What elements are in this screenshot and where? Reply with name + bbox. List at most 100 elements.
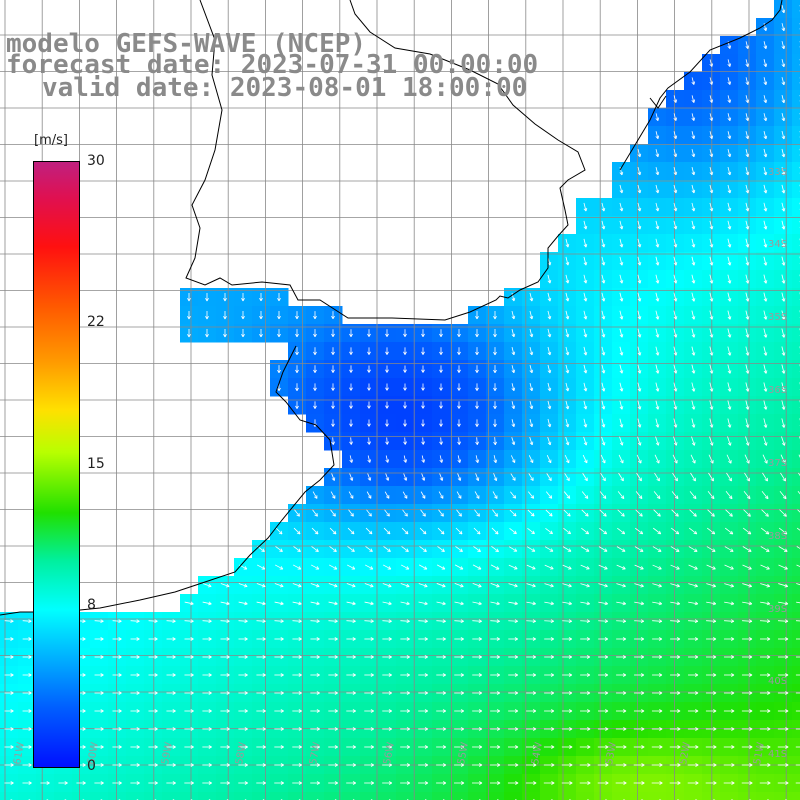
wind-arrow xyxy=(544,709,555,713)
wind-arrow xyxy=(598,691,609,695)
wind-arrow xyxy=(274,745,284,749)
wind-arrow xyxy=(544,673,555,677)
wind-arrow xyxy=(745,131,750,140)
wind-arrow xyxy=(580,637,591,641)
wind-arrow xyxy=(706,527,716,535)
wind-arrow xyxy=(454,601,464,606)
wind-arrow xyxy=(655,113,660,121)
wind-arrow xyxy=(745,400,750,410)
wind-arrow xyxy=(292,691,302,695)
wind-arrow xyxy=(688,673,699,677)
wind-arrow xyxy=(544,655,555,659)
wind-arrow xyxy=(777,709,789,713)
wind-arrow xyxy=(781,166,786,176)
wind-arrow xyxy=(349,437,353,445)
wind-arrow xyxy=(511,310,516,320)
field-cell xyxy=(792,144,800,163)
wind-arrow xyxy=(760,564,770,570)
colorbar-tick-label: 30 xyxy=(87,153,105,169)
wind-arrow xyxy=(474,509,480,517)
wind-arrow xyxy=(763,346,768,356)
colorbar-unit: [m/s] xyxy=(34,133,68,148)
wind-arrow xyxy=(292,601,302,606)
wind-arrow xyxy=(727,59,732,67)
wind-arrow xyxy=(400,691,410,695)
wind-arrow xyxy=(184,637,194,641)
wind-arrow xyxy=(112,673,122,677)
wind-arrow xyxy=(238,619,248,624)
wind-arrow xyxy=(669,691,681,695)
wind-arrow xyxy=(655,328,660,338)
wind-arrow xyxy=(472,564,482,570)
wind-arrow xyxy=(364,691,374,695)
wind-arrow xyxy=(418,583,428,588)
field-cell xyxy=(792,288,800,307)
field-cell xyxy=(144,792,163,800)
wind-arrow xyxy=(202,673,212,677)
wind-arrow xyxy=(403,419,407,427)
wind-arrow xyxy=(580,691,591,695)
wind-arrow xyxy=(277,365,281,374)
wind-arrow xyxy=(529,419,534,428)
wind-arrow xyxy=(709,274,714,284)
wind-arrow xyxy=(691,400,696,410)
wind-arrow xyxy=(331,329,335,337)
wind-arrow xyxy=(655,149,660,158)
field-cell xyxy=(792,504,800,523)
wind-arrow xyxy=(292,727,302,731)
wind-arrow xyxy=(601,418,606,428)
wind-arrow xyxy=(547,328,552,338)
wind-arrow xyxy=(673,292,678,302)
wind-arrow xyxy=(742,601,753,606)
wind-arrow xyxy=(565,400,570,410)
wind-arrow xyxy=(616,583,626,588)
wind-arrow xyxy=(688,619,699,624)
wind-arrow xyxy=(781,238,786,248)
wind-arrow xyxy=(619,184,624,194)
wind-arrow xyxy=(795,620,800,622)
wind-arrow xyxy=(762,472,768,482)
wind-arrow xyxy=(166,619,176,624)
wind-arrow xyxy=(274,564,284,570)
wind-arrow xyxy=(421,401,425,409)
wind-arrow xyxy=(691,202,696,212)
colorbar xyxy=(33,161,80,768)
wind-arrow xyxy=(637,382,642,392)
wind-arrow xyxy=(742,527,752,535)
wind-arrow xyxy=(781,59,786,68)
wind-arrow xyxy=(781,5,786,14)
wind-arrow xyxy=(760,527,770,535)
wind-arrow xyxy=(331,473,336,481)
wind-arrow xyxy=(4,655,14,659)
wind-arrow xyxy=(420,491,426,499)
wind-arrow xyxy=(475,383,479,391)
wind-arrow xyxy=(241,329,245,338)
wind-arrow xyxy=(672,454,678,464)
wind-arrow xyxy=(348,509,354,517)
wind-arrow xyxy=(382,637,392,641)
wind-arrow xyxy=(688,583,698,588)
field-cell xyxy=(792,612,800,631)
wind-arrow xyxy=(220,601,230,606)
wind-arrow xyxy=(616,546,626,552)
wind-arrow xyxy=(652,655,663,659)
wind-arrow xyxy=(508,583,518,588)
field-cell xyxy=(792,270,800,289)
wind-arrow xyxy=(436,745,447,749)
wind-arrow xyxy=(723,673,735,677)
wind-arrow xyxy=(598,546,608,552)
field-cell xyxy=(792,0,800,19)
wind-arrow xyxy=(724,637,735,641)
wind-arrow xyxy=(707,509,715,517)
wind-arrow xyxy=(130,655,140,659)
wind-arrow xyxy=(706,546,716,552)
field-cell xyxy=(162,792,181,800)
wind-arrow xyxy=(781,274,786,284)
wind-arrow xyxy=(349,455,354,463)
wind-arrow xyxy=(670,564,680,570)
wind-arrow xyxy=(652,564,662,570)
wind-arrow xyxy=(402,509,408,517)
wind-arrow xyxy=(780,454,786,464)
wind-arrow xyxy=(439,365,443,373)
wind-arrow xyxy=(493,437,497,446)
